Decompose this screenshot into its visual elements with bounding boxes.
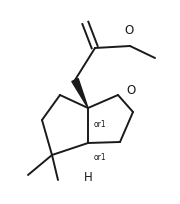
Text: or1: or1 [94,120,107,129]
Text: or1: or1 [94,153,107,162]
Text: O: O [126,84,135,98]
Polygon shape [72,79,88,108]
Text: H: H [84,171,92,184]
Text: O: O [124,24,134,37]
